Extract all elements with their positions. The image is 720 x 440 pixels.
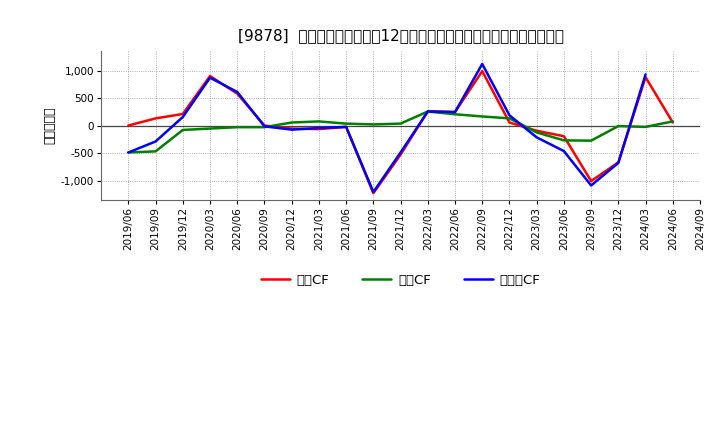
フリーCF (642, 72, 650, 77)
営業CF (315, 126, 323, 132)
フリーCF (559, 148, 568, 154)
フリーCF (233, 89, 242, 95)
投資CF (287, 120, 296, 125)
Line: フリーCF: フリーCF (128, 64, 646, 192)
投資CF (151, 149, 160, 154)
フリーCF (287, 127, 296, 132)
投資CF (642, 124, 650, 129)
投資CF (396, 121, 405, 126)
営業CF (587, 178, 595, 183)
Y-axis label: （百万円）: （百万円） (44, 107, 57, 144)
投資CF (206, 126, 215, 131)
Title: [9878]  キャッシュフローの12か月移動合計の対前年同期増減額の推移: [9878] キャッシュフローの12か月移動合計の対前年同期増減額の推移 (238, 28, 564, 43)
投資CF (423, 109, 432, 114)
営業CF (369, 191, 378, 196)
営業CF (668, 120, 677, 125)
Line: 投資CF: 投資CF (128, 111, 672, 153)
フリーCF (478, 61, 487, 66)
投資CF (124, 150, 132, 155)
フリーCF (396, 150, 405, 155)
フリーCF (179, 114, 187, 120)
営業CF (342, 124, 351, 129)
営業CF (532, 128, 541, 133)
営業CF (124, 123, 132, 128)
営業CF (505, 120, 514, 125)
フリーCF (423, 109, 432, 114)
営業CF (396, 152, 405, 158)
営業CF (179, 111, 187, 117)
フリーCF (587, 183, 595, 188)
投資CF (668, 119, 677, 124)
営業CF (233, 91, 242, 96)
フリーCF (532, 135, 541, 140)
投資CF (478, 114, 487, 119)
フリーCF (260, 124, 269, 129)
営業CF (614, 160, 623, 165)
フリーCF (505, 113, 514, 118)
営業CF (260, 123, 269, 128)
投資CF (587, 138, 595, 143)
営業CF (287, 126, 296, 131)
投資CF (532, 130, 541, 135)
Legend: 営業CF, 投資CF, フリーCF: 営業CF, 投資CF, フリーCF (256, 269, 546, 292)
投資CF (179, 127, 187, 132)
営業CF (206, 73, 215, 79)
投資CF (451, 112, 459, 117)
営業CF (478, 69, 487, 74)
投資CF (260, 125, 269, 130)
フリーCF (342, 124, 351, 129)
フリーCF (315, 125, 323, 131)
投資CF (369, 122, 378, 127)
フリーCF (206, 75, 215, 81)
営業CF (451, 110, 459, 115)
営業CF (151, 116, 160, 121)
フリーCF (151, 139, 160, 144)
投資CF (505, 116, 514, 121)
営業CF (423, 109, 432, 114)
営業CF (559, 134, 568, 139)
投資CF (233, 125, 242, 130)
営業CF (642, 74, 650, 80)
投資CF (614, 124, 623, 129)
投資CF (315, 119, 323, 124)
フリーCF (451, 110, 459, 115)
Line: 営業CF: 営業CF (128, 71, 672, 193)
フリーCF (369, 189, 378, 194)
フリーCF (124, 150, 132, 155)
フリーCF (614, 160, 623, 165)
投資CF (342, 121, 351, 126)
投資CF (559, 138, 568, 143)
